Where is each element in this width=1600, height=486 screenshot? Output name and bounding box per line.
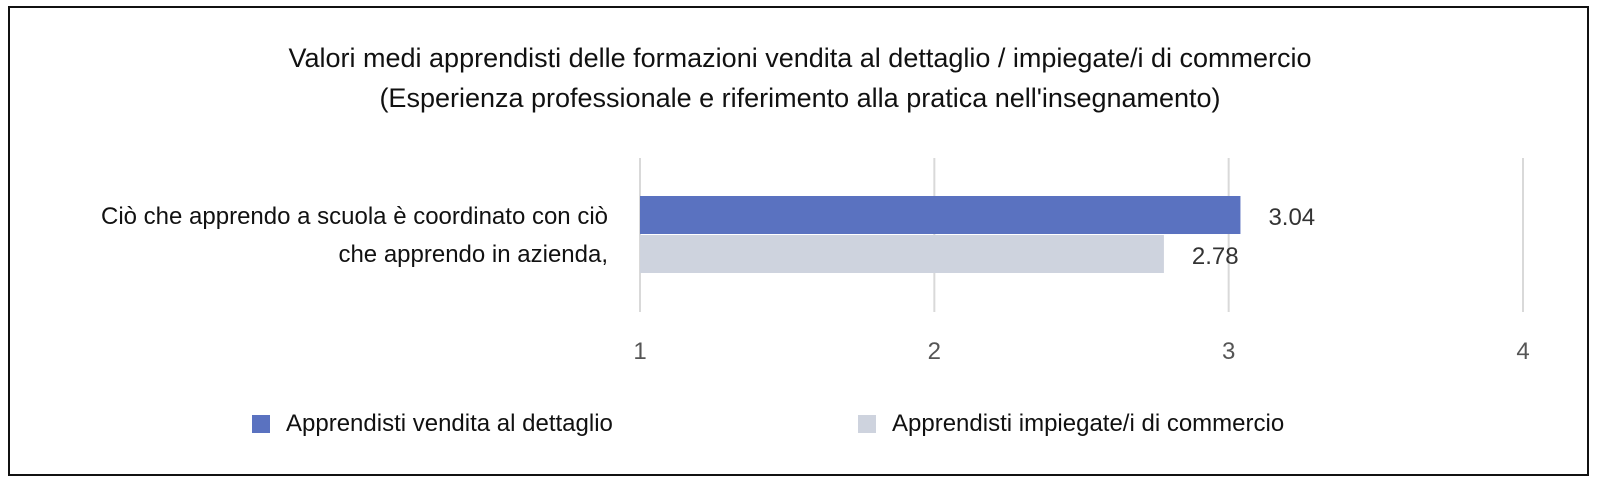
legend-swatch-2	[858, 415, 876, 433]
x-tick-label-2: 2	[928, 338, 941, 365]
data-label-series-2: 2.78	[1192, 243, 1239, 270]
x-tick-label-1: 1	[633, 338, 646, 365]
data-label-series-1: 3.04	[1268, 204, 1315, 231]
legend-item-1: Apprendisti vendita al dettaglio	[252, 410, 613, 438]
legend-item-2: Apprendisti impiegate/i di commercio	[858, 410, 1284, 438]
legend-label-1: Apprendisti vendita al dettaglio	[286, 410, 613, 437]
category-label-line-2: che apprendo in azienda,	[338, 241, 608, 268]
bar-series-1	[640, 196, 1241, 234]
bar-series-2	[640, 235, 1164, 273]
legend-swatch-1	[252, 415, 270, 433]
x-tick-label-4: 4	[1516, 338, 1529, 365]
legend-label-2: Apprendisti impiegate/i di commercio	[892, 410, 1285, 437]
category-label-line-1: Ciò che apprendo a scuola è coordinato c…	[101, 203, 608, 230]
chart-subtitle: (Esperienza professionale e riferimento …	[379, 83, 1221, 113]
chart-title: Valori medi apprendisti delle formazioni…	[288, 43, 1312, 73]
chart-title-block: Valori medi apprendisti delle formazioni…	[0, 38, 1600, 118]
x-tick-label-3: 3	[1222, 338, 1235, 365]
